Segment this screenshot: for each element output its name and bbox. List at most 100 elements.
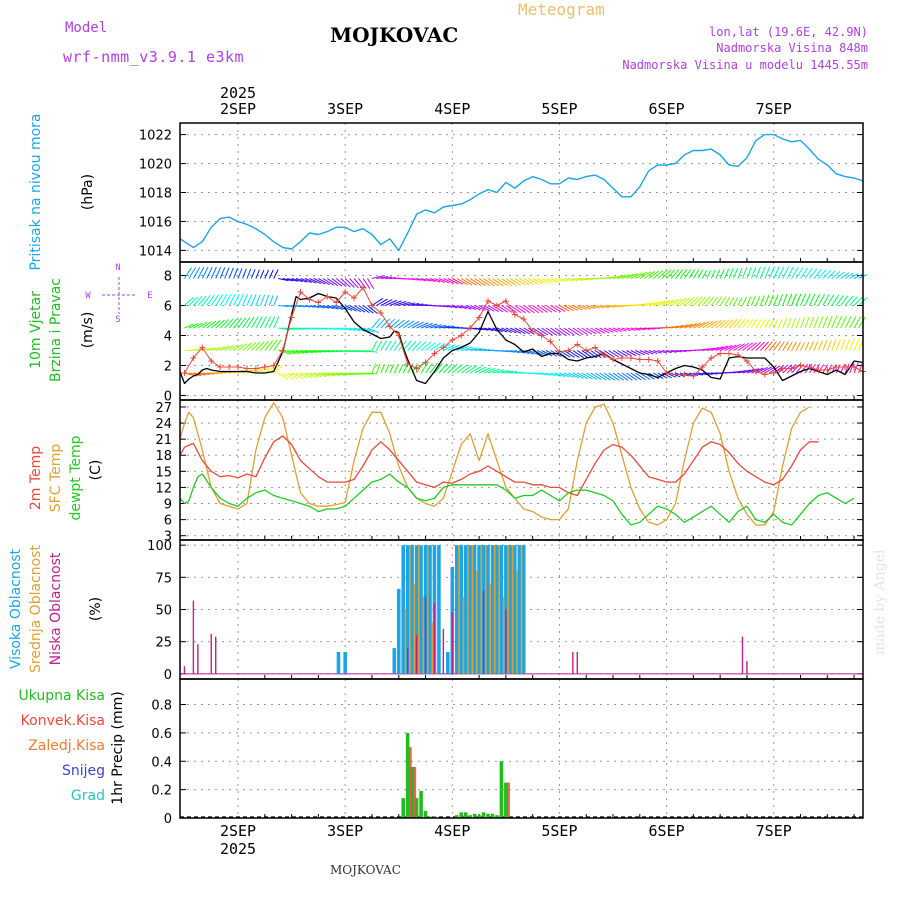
wind-arrow [393,340,402,351]
wind-arrow [599,305,610,309]
wind-arrow [443,326,455,329]
total-precip-bar [472,813,477,818]
wind-arrow [764,266,771,279]
wind-arrow [777,341,785,351]
wind-arrow [202,321,212,329]
low-cloud-bar [482,590,485,674]
wind-arrow [706,346,720,351]
low-cloud-bar [424,596,427,674]
wind-arrow [710,269,716,279]
wind-arrow [626,350,637,357]
wind-arrow [711,346,724,351]
wind-arrow [420,322,433,329]
wind-arrow [233,343,244,351]
wind-arrow [608,305,620,308]
wind-arrow [201,266,209,279]
wind-arrow [657,350,667,354]
wind-arrow [617,372,629,381]
wind-arrow [478,278,491,287]
wind-arrow [742,342,754,351]
wind-gust-marker [252,365,259,372]
wind-arrow [737,342,749,351]
wind-arrow [259,269,265,279]
wind-arrow [724,268,730,279]
wind-arrow [563,350,575,358]
high-cloud-bar [495,545,499,674]
wind-arrow [443,305,453,308]
wind-arrow [541,305,553,313]
precip-legend-item: Konvek.Kisa [21,713,105,729]
wind-arrow [496,369,509,374]
wind-arrow [192,266,201,279]
wind-arrow [371,363,377,374]
wind-arrow [215,294,224,306]
wind-ylabel-1: 10m Vjetar [28,291,44,369]
wind-arrow [693,296,703,306]
wind-arrow [849,296,858,306]
wind-arrow [826,316,833,329]
wind-arrow [376,275,388,279]
wind-arrow [853,296,863,306]
wind-arrow [791,341,797,351]
wind-arrow [295,278,308,283]
wind-arrow [519,327,531,335]
wind-arrow [215,267,222,279]
wind-arrow [452,305,462,309]
wind-arrow [474,348,486,351]
wind-arrow [697,269,704,279]
wind-arrow [737,369,751,374]
wind-arrow [853,273,863,279]
wind-arrow [206,294,215,306]
pressure-ytick-label: 1016 [139,215,172,230]
day-label-bottom: 3SEP [327,822,363,840]
wind-arrow [282,372,294,380]
mid-cloud-bar [471,545,474,674]
precip-ytick-label: 0 [164,812,172,827]
wind-arrow [313,278,326,285]
low-cloud-bar [415,635,418,674]
wind-arrow [585,372,598,380]
low-cloud-bar [442,628,445,674]
day-label-top: 3SEP [327,100,363,118]
wind-gust-marker [208,358,215,364]
wind-arrow [603,350,615,358]
wind-arrow [367,305,378,315]
wind-arrow [349,305,362,313]
wind-arrow [380,364,385,374]
wind-arrow [559,305,570,312]
wind-arrow [590,305,600,309]
wind-arrow [817,293,825,306]
day-label-bottom: 5SEP [541,822,577,840]
wind-arrow [514,278,526,286]
wind-arrow [313,372,327,377]
wind-arrow [474,278,486,286]
wind-arrow [380,299,393,306]
precip-ytick-label: 0.4 [151,755,172,770]
high-cloud-bar [517,545,522,674]
wind-arrow [438,278,450,284]
wind-ytick-label: 8 [164,270,172,285]
wind-arrow [795,317,801,329]
wind-arrow [608,327,618,333]
footer-station: MOJKOVAC [330,863,401,877]
low-cloud-bar [746,660,748,674]
high-cloud-bar [477,545,481,674]
wind-arrow [706,270,712,279]
high-cloud-bar [405,545,410,674]
wind-arrow [541,350,553,357]
wind-arrow [505,350,515,353]
wind-arrow [733,267,739,279]
wind-arrow [626,327,636,331]
wind-arrow [782,341,789,351]
wind-arrow [844,363,850,374]
wind-arrow [572,327,584,336]
wind-arrow [255,341,265,351]
wind-arrow [237,293,244,306]
wind-arrow [626,372,638,381]
wind-arrow [804,341,810,351]
wind-arrow [786,341,793,351]
wind-arrow [193,372,206,376]
wind-arrow [586,305,596,310]
wind-arrow [273,316,280,329]
wind-arrow [617,274,630,279]
